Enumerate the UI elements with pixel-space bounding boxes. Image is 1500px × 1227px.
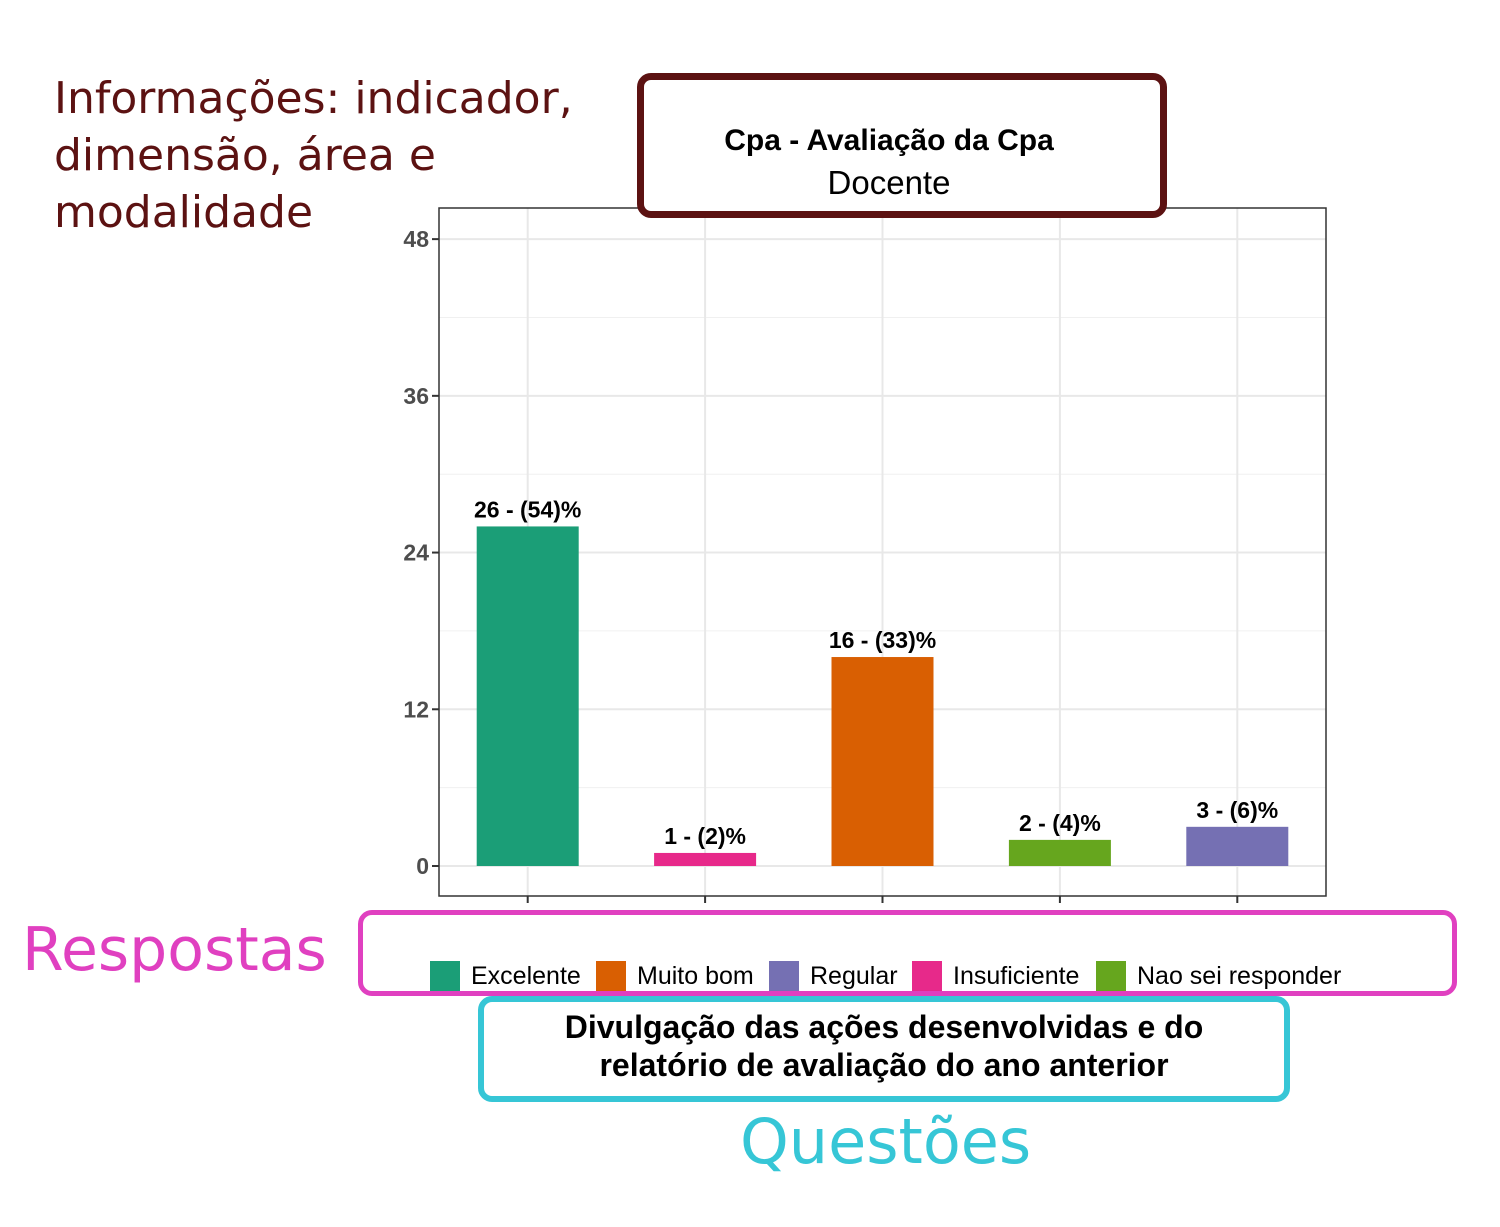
legend: Excelente Muito bom Regular Insuficiente… bbox=[358, 910, 1457, 996]
chart-subtitle: Docente bbox=[827, 164, 951, 201]
bar-nao-sei-responder bbox=[1008, 839, 1111, 866]
bar-regular bbox=[1186, 826, 1289, 866]
annotation-questoes: Questões bbox=[740, 1105, 1032, 1178]
legend-item-muito-bom: Muito bom bbox=[596, 961, 754, 991]
annotation-info: Informações: indicador, dimensão, área e… bbox=[54, 73, 573, 238]
data-label: 26 - (54)% bbox=[474, 496, 581, 522]
y-tick-label: 36 bbox=[403, 383, 429, 409]
data-label: 2 - (4)% bbox=[1019, 810, 1101, 836]
bar-insuficiente bbox=[654, 852, 757, 866]
legend-swatch bbox=[430, 961, 460, 991]
legend-swatch bbox=[769, 961, 799, 991]
legend-item-excelente: Excelente bbox=[430, 961, 581, 991]
legend-label: Muito bom bbox=[637, 961, 754, 990]
bar-muito-bom bbox=[831, 657, 934, 866]
y-tick-label: 0 bbox=[416, 853, 429, 879]
data-label: 1 - (2)% bbox=[664, 823, 746, 849]
legend-swatch bbox=[1096, 961, 1126, 991]
bar-excelente bbox=[476, 526, 579, 866]
legend-item-insuficiente: Insuficiente bbox=[912, 961, 1079, 991]
legend-item-nao-sei-responder: Nao sei responder bbox=[1096, 961, 1341, 991]
data-label: 3 - (6)% bbox=[1196, 797, 1278, 823]
legend-swatch bbox=[596, 961, 626, 991]
y-tick-label: 48 bbox=[403, 226, 429, 252]
question-text: Divulgação das ações desenvolvidas e do … bbox=[564, 1009, 1204, 1083]
annotation-respostas: Respostas bbox=[22, 915, 327, 985]
legend-label: Nao sei responder bbox=[1137, 961, 1342, 990]
question-box: Divulgação das ações desenvolvidas e do … bbox=[478, 996, 1290, 1102]
y-tick-label: 12 bbox=[403, 696, 429, 722]
legend-label: Insuficiente bbox=[953, 961, 1080, 990]
y-tick-label: 24 bbox=[403, 540, 429, 566]
chart-title: Cpa - Avaliação da Cpa bbox=[724, 124, 1054, 157]
chart-title-box: Cpa - Avaliação da Cpa Docente bbox=[637, 73, 1167, 218]
legend-item-regular: Regular bbox=[769, 961, 898, 991]
legend-swatch bbox=[912, 961, 942, 991]
legend-label: Excelente bbox=[471, 961, 581, 990]
legend-label: Regular bbox=[810, 961, 898, 990]
data-label: 16 - (33)% bbox=[829, 627, 936, 653]
